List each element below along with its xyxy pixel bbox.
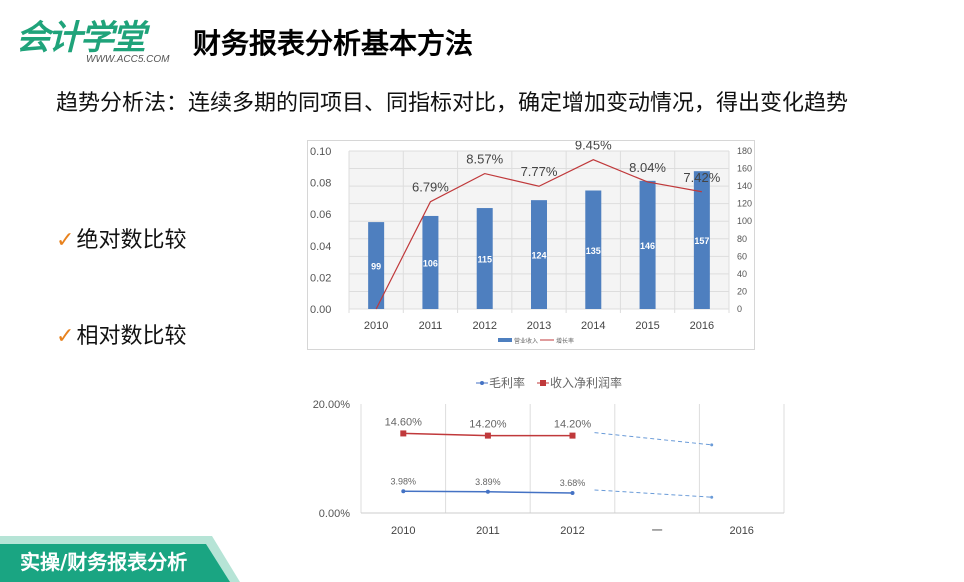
right-tick-label: 80 (737, 234, 747, 244)
marker (570, 490, 575, 495)
bar-label: 124 (531, 251, 546, 261)
checkmark-icon: ✓ (56, 228, 75, 253)
bar (422, 215, 439, 309)
x-tick-label: 2012 (472, 320, 496, 332)
bar (368, 222, 385, 309)
data-label: 3.68% (560, 478, 586, 488)
right-tick-label: 20 (737, 286, 747, 296)
bar (531, 200, 547, 309)
marker (485, 489, 490, 494)
y-tick-label: 20.00% (313, 399, 351, 411)
checkmark-icon: ✓ (56, 324, 75, 349)
bar (585, 190, 602, 309)
bar (693, 171, 710, 309)
legend-label: 毛利率 (489, 375, 525, 390)
bar (476, 208, 493, 309)
legend-marker (540, 380, 546, 386)
x-tick-label: 2012 (560, 525, 584, 537)
marker (569, 432, 576, 439)
data-label: 14.60% (385, 416, 423, 428)
data-label: 14.20% (469, 419, 507, 431)
marker (400, 430, 407, 437)
logo-url: WWW.ACC5.COM (86, 54, 170, 65)
growth-line (375, 159, 702, 310)
bullet-absolute: ✓绝对数比较 (56, 222, 186, 254)
left-tick-label: 0.02 (310, 272, 331, 284)
left-tick-label: 0.00 (310, 304, 331, 316)
line-label: 9.45% (575, 141, 612, 153)
right-tick-label: 140 (737, 181, 752, 191)
revenue-growth-chart: 0 20 40 60 80 100 120 140 160 180 0.00 0.02 0.04 0.06… (307, 138, 755, 350)
marker (484, 432, 491, 439)
legend-bar-swatch (498, 338, 512, 342)
legend-label: 增长率 (556, 337, 574, 345)
x-tick-label: 2016 (729, 525, 753, 537)
right-tick-label: 40 (737, 269, 747, 279)
data-label: 3.89% (475, 477, 501, 487)
x-tick-label: 2011 (476, 525, 500, 537)
footer-banner (0, 536, 240, 582)
bullet-label: 相对数比较 (76, 324, 187, 349)
left-tick-label: 0.06 (310, 209, 331, 221)
left-tick-label: 0.08 (310, 178, 331, 190)
right-tick-label: 0 (737, 304, 742, 314)
x-tick-label: 2011 (419, 320, 443, 332)
bar-label: 99 (371, 262, 381, 272)
projection-line (594, 432, 712, 446)
x-tick-label: 一 (652, 525, 663, 537)
revenue-growth-svg: 0 20 40 60 80 100 120 140 160 180 0.00 0.02 0.04 0.06… (310, 138, 752, 345)
legend-label: 营业收入 (514, 337, 538, 345)
right-tick-label: 180 (737, 146, 752, 156)
intro-text: 趋势分析法：连续多期的同项目、同指标对比，确定增加变动情况，得出变化趋势 (56, 91, 849, 116)
x-tick-label: 2010 (364, 320, 388, 332)
right-tick-label: 120 (737, 199, 752, 209)
x-tick-label: 2014 (581, 320, 605, 332)
margin-svg: 0.00% 20.00% 2010 2011 2012 一 2016 3.98% 3.89% 3.… (313, 375, 785, 537)
bullet-label: 绝对数比较 (76, 228, 187, 253)
footer-label: 实操/财务报表分析 (20, 550, 188, 574)
right-tick-label: 60 (737, 251, 747, 261)
bar-label: 106 (423, 258, 438, 268)
projection-line (594, 489, 712, 498)
line-label: 8.04% (629, 160, 666, 175)
logo-text: 会计学堂 (16, 18, 146, 58)
page-title: 财务报表分析基本方法 (193, 27, 474, 60)
line-label: 7.42% (683, 170, 720, 185)
left-tick-label: 0.10 (310, 146, 331, 158)
bar-label: 135 (586, 246, 601, 256)
y-tick-label: 0.00% (319, 508, 350, 520)
logo: 会计学堂 WWW.ACC5.COM (16, 18, 176, 66)
x-tick-label: 2010 (391, 525, 415, 537)
bar-label: 115 (477, 255, 492, 265)
left-tick-label: 0.04 (310, 241, 331, 253)
margin-chart: 0.00% 20.00% 2010 2011 2012 一 2016 3.98% 3.89% 3.… (300, 370, 800, 544)
bar-label: 157 (694, 236, 709, 246)
marker (401, 489, 406, 494)
line-label: 6.79% (412, 180, 449, 195)
line-label: 8.57% (466, 152, 503, 167)
data-label: 3.98% (391, 476, 417, 486)
bullet-relative: ✓相对数比较 (56, 318, 186, 350)
marker (710, 443, 714, 447)
bar-label: 146 (640, 241, 655, 251)
right-tick-label: 160 (737, 164, 752, 174)
right-tick-label: 100 (737, 216, 752, 226)
x-tick-label: 2013 (527, 320, 551, 332)
data-label: 14.20% (554, 419, 592, 431)
line-label: 7.77% (521, 164, 558, 179)
marker (710, 495, 714, 499)
x-tick-label: 2015 (635, 320, 659, 332)
bar (639, 180, 656, 309)
legend-marker (480, 381, 484, 385)
legend-label: 收入净利润率 (550, 375, 622, 390)
x-tick-label: 2016 (690, 320, 714, 332)
